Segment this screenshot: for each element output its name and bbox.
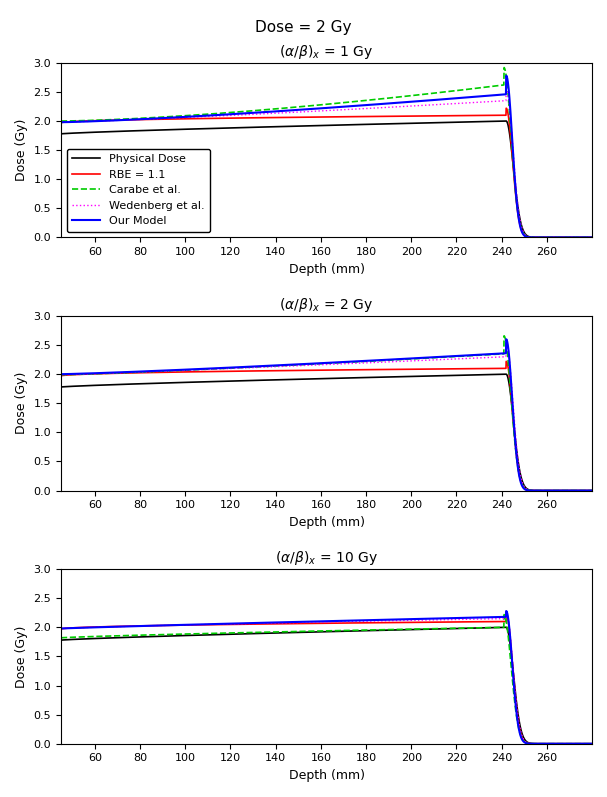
Title: $(\alpha/\beta)_x$ = 10 Gy: $(\alpha/\beta)_x$ = 10 Gy (275, 549, 378, 567)
Legend: Physical Dose, RBE = 1.1, Carabe et al., Wedenberg et al., Our Model: Physical Dose, RBE = 1.1, Carabe et al.,… (67, 148, 210, 232)
X-axis label: Depth (mm): Depth (mm) (288, 769, 365, 782)
Text: Dose = 2 Gy: Dose = 2 Gy (256, 20, 351, 35)
Y-axis label: Dose (Gy): Dose (Gy) (15, 119, 28, 182)
Title: $(\alpha/\beta)_x$ = 1 Gy: $(\alpha/\beta)_x$ = 1 Gy (279, 43, 373, 61)
Y-axis label: Dose (Gy): Dose (Gy) (15, 625, 28, 688)
X-axis label: Depth (mm): Depth (mm) (288, 263, 365, 276)
Y-axis label: Dose (Gy): Dose (Gy) (15, 372, 28, 434)
Title: $(\alpha/\beta)_x$ = 2 Gy: $(\alpha/\beta)_x$ = 2 Gy (279, 296, 373, 314)
X-axis label: Depth (mm): Depth (mm) (288, 516, 365, 529)
